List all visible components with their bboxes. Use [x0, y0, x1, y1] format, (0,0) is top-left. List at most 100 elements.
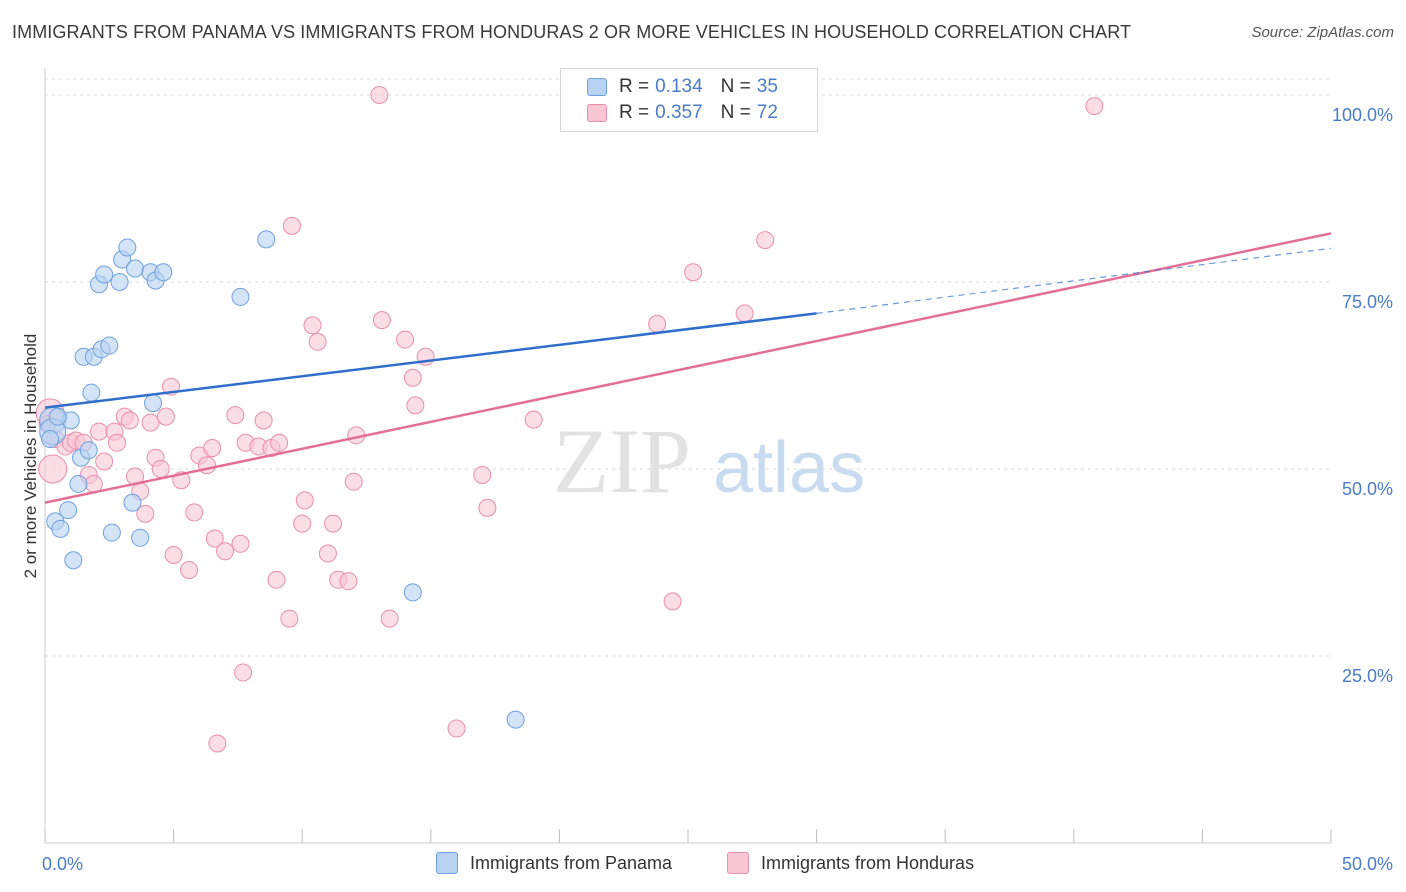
point-honduras: [254, 411, 273, 430]
trend-line-panama-extension: [816, 247, 1332, 314]
series-panama: [39, 85, 752, 729]
legend-n-label: N =: [720, 102, 751, 123]
legend-n-label: N =: [720, 76, 751, 97]
point-honduras: [318, 544, 337, 563]
legend-row-honduras: R = 0.357 N = 72: [587, 101, 778, 125]
point-honduras: [216, 542, 235, 561]
point-panama: [131, 528, 150, 547]
legend-r-label: R =: [619, 102, 650, 123]
point-honduras: [203, 439, 222, 458]
point-honduras: [108, 433, 127, 452]
point-honduras: [303, 316, 322, 335]
point-honduras: [136, 504, 155, 523]
point-honduras: [663, 592, 682, 611]
point-honduras: [1085, 97, 1104, 116]
point-panama: [506, 710, 525, 729]
point-panama: [79, 441, 98, 460]
point-honduras: [282, 216, 301, 235]
point-honduras: [339, 572, 358, 591]
bottom-legend-swatch-honduras: [727, 852, 749, 874]
source-credit: Source: ZipAtlas.com: [1251, 24, 1394, 41]
point-panama: [51, 519, 70, 538]
point-honduras: [735, 304, 754, 323]
legend-swatch-panama: [587, 78, 607, 96]
point-honduras: [205, 529, 224, 548]
point-honduras: [344, 472, 363, 491]
series-honduras: [35, 85, 1104, 753]
point-honduras: [120, 411, 139, 430]
y-tick-label: 75.0%: [1342, 292, 1393, 312]
point-honduras: [180, 560, 199, 579]
point-honduras: [406, 396, 425, 415]
point-honduras: [151, 459, 170, 478]
point-panama: [48, 407, 67, 426]
watermark-zip: ZIP: [553, 410, 691, 512]
point-panama: [69, 474, 88, 493]
legend-r-value-honduras: 0.357: [655, 102, 703, 123]
point-honduras: [295, 491, 314, 510]
point-panama: [95, 265, 114, 284]
point-honduras: [684, 263, 703, 282]
x-tick-label-max: 50.0%: [1342, 854, 1393, 874]
point-honduras: [478, 498, 497, 517]
correlation-legend: R = 0.134 N = 35 R = 0.357 N = 72: [560, 68, 818, 132]
point-panama: [59, 501, 78, 520]
legend-r-label: R =: [619, 76, 650, 97]
point-honduras: [403, 368, 422, 387]
point-panama: [231, 287, 250, 306]
point-panama: [102, 523, 121, 542]
y-tick-label: 25.0%: [1342, 666, 1393, 686]
point-honduras: [270, 433, 289, 452]
point-panama: [41, 430, 60, 449]
point-honduras: [164, 546, 183, 565]
point-honduras: [324, 514, 343, 533]
trend-line-panama: [44, 312, 817, 409]
point-honduras: [156, 407, 175, 426]
trend-line-honduras: [44, 232, 1332, 504]
point-honduras: [38, 454, 68, 484]
point-panama: [126, 259, 145, 278]
x-tick-label-min: 0.0%: [42, 854, 83, 874]
point-honduras: [226, 406, 245, 425]
point-honduras: [234, 663, 253, 682]
point-honduras: [90, 422, 109, 441]
point-panama: [110, 272, 129, 291]
gridlines: [45, 78, 1331, 657]
legend-swatch-honduras: [587, 104, 607, 122]
watermark-atlas: atlas: [713, 428, 865, 508]
bottom-legend-label-panama: Immigrants from Panama: [470, 852, 673, 873]
point-panama: [82, 383, 101, 402]
point-honduras: [524, 410, 543, 429]
point-honduras: [280, 609, 299, 628]
point-panama: [403, 583, 422, 602]
y-axis-title: 2 or more Vehicles in Household: [21, 334, 40, 579]
legend-n-value-panama: 35: [756, 76, 778, 97]
point-honduras: [267, 570, 286, 589]
point-honduras: [293, 514, 312, 533]
point-honduras: [95, 452, 114, 471]
y-tick-label: 50.0%: [1342, 479, 1393, 499]
point-panama: [154, 263, 173, 282]
point-honduras: [648, 314, 667, 333]
point-panama: [257, 230, 276, 249]
point-panama: [64, 551, 83, 570]
point-honduras: [308, 332, 327, 351]
point-panama: [100, 336, 119, 355]
legend-row-panama: R = 0.134 N = 35: [587, 75, 778, 99]
point-honduras: [370, 85, 389, 104]
point-honduras: [185, 503, 204, 522]
point-panama: [118, 238, 137, 257]
trend-lines: [44, 232, 1332, 504]
legend-n-value-honduras: 72: [756, 102, 778, 123]
point-panama: [123, 493, 142, 512]
point-honduras: [380, 609, 399, 628]
point-honduras: [396, 330, 415, 349]
point-panama: [144, 394, 163, 413]
point-honduras: [756, 231, 775, 250]
axes: 25.0% 50.0% 75.0% 100.0% 0.0% 50.0%: [42, 68, 1393, 874]
y-tick-label: 100.0%: [1332, 105, 1393, 125]
bottom-legend-label-honduras: Immigrants from Honduras: [761, 852, 975, 873]
chart-title: IMMIGRANTS FROM PANAMA VS IMMIGRANTS FRO…: [12, 22, 1132, 42]
bottom-legend-honduras: Immigrants from Honduras: [727, 852, 974, 874]
